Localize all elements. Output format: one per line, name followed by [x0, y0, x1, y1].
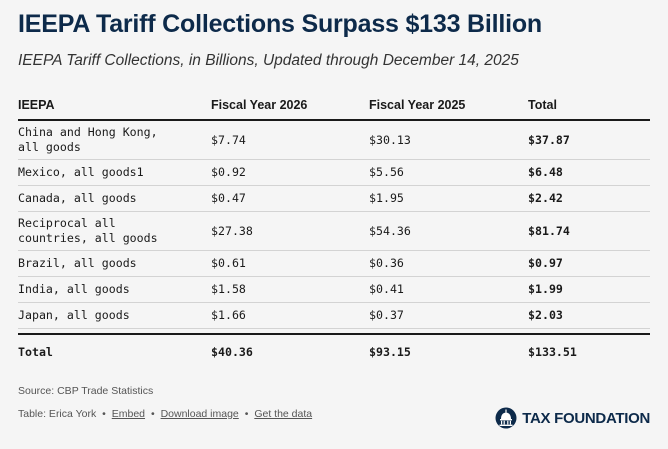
embed-link[interactable]: Embed: [111, 408, 146, 420]
cell-fy2025: $0.36: [369, 250, 528, 277]
get-data-link[interactable]: Get the data: [254, 408, 313, 420]
author-credit: Table: Erica York: [18, 408, 97, 420]
cell-fy2026: $1.58: [211, 276, 369, 303]
table-row: Canada, all goods $0.47 $1.95 $2.42: [18, 185, 650, 212]
tariff-table: IEEPA Fiscal Year 2026 Fiscal Year 2025 …: [18, 91, 650, 370]
table-row: India, all goods $1.58 $0.41 $1.99: [18, 276, 650, 303]
cell-fy2026: $1.66: [211, 302, 369, 329]
separator: •: [244, 408, 249, 420]
page-title: IEEPA Tariff Collections Surpass $133 Bi…: [18, 10, 543, 38]
tax-foundation-logo: TAX FOUNDATION: [495, 407, 650, 429]
cell-total: $6.48: [528, 159, 650, 186]
total-total: $133.51: [528, 333, 650, 370]
cell-fy2026: $0.92: [211, 159, 369, 186]
row-label: Canada, all goods: [18, 185, 211, 212]
cell-fy2025: $1.95: [369, 185, 528, 212]
download-image-link[interactable]: Download image: [160, 408, 239, 420]
table-total-row: Total $40.36 $93.15 $133.51: [18, 333, 650, 370]
cell-total: $37.87: [528, 120, 650, 160]
row-label: India, all goods: [18, 276, 211, 303]
header-fy2025: Fiscal Year 2025: [369, 91, 528, 121]
header-total: Total: [528, 91, 650, 121]
table-row: China and Hong Kong, all goods $7.74 $30.…: [18, 120, 650, 160]
total-fy2025: $93.15: [369, 333, 528, 370]
cell-fy2026: $7.74: [211, 120, 369, 160]
cell-fy2025: $0.41: [369, 276, 528, 303]
cell-fy2025: $5.56: [369, 159, 528, 186]
capitol-dome-icon: [495, 407, 517, 429]
row-label: Japan, all goods: [18, 302, 211, 329]
table-row: Japan, all goods $1.66 $0.37 $2.03: [18, 302, 650, 329]
table-row: Brazil, all goods $0.61 $0.36 $0.97: [18, 250, 650, 277]
source-note: Source: CBP Trade Statistics: [18, 385, 154, 397]
header-ieepa: IEEPA: [18, 91, 211, 121]
cell-fy2026: $0.47: [211, 185, 369, 212]
total-fy2026: $40.36: [211, 333, 369, 370]
separator: •: [150, 408, 155, 420]
row-label: Reciprocal all countries, all goods: [18, 211, 211, 251]
table-row: Reciprocal all countries, all goods $27.3…: [18, 211, 650, 251]
cell-fy2026: $0.61: [211, 250, 369, 277]
row-label: Mexico, all goods1: [18, 159, 211, 186]
cell-total: $1.99: [528, 276, 650, 303]
header-fy2026: Fiscal Year 2026: [211, 91, 369, 121]
cell-fy2025: $0.37: [369, 302, 528, 329]
logo-text: TAX FOUNDATION: [522, 409, 650, 427]
row-label: Brazil, all goods: [18, 250, 211, 277]
cell-total: $2.42: [528, 185, 650, 212]
cell-total: $81.74: [528, 211, 650, 251]
table-header-row: IEEPA Fiscal Year 2026 Fiscal Year 2025 …: [18, 91, 650, 121]
row-label: China and Hong Kong, all goods: [18, 120, 211, 160]
cell-total: $2.03: [528, 302, 650, 329]
credit-line: Table: Erica York • Embed • Download ima…: [18, 408, 312, 420]
table-row: Mexico, all goods1 $0.92 $5.56 $6.48: [18, 159, 650, 186]
page-subtitle: IEEPA Tariff Collections, in Billions, U…: [18, 52, 519, 69]
separator: •: [102, 408, 106, 420]
cell-fy2025: $30.13: [369, 120, 528, 160]
cell-fy2025: $54.36: [369, 211, 528, 251]
total-label: Total: [18, 333, 211, 370]
cell-fy2026: $27.38: [211, 211, 369, 251]
cell-total: $0.97: [528, 250, 650, 277]
